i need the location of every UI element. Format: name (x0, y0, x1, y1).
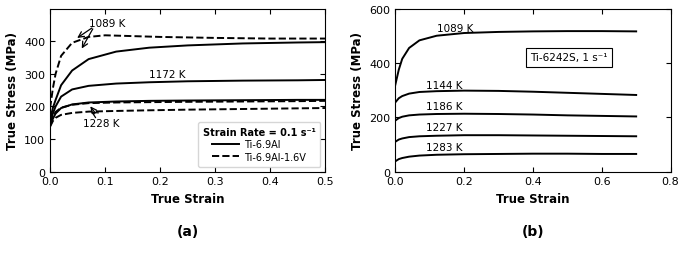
Text: 1089 K: 1089 K (436, 23, 473, 34)
Text: 1186 K: 1186 K (426, 101, 463, 111)
X-axis label: True Strain: True Strain (496, 192, 570, 205)
Text: 1172 K: 1172 K (149, 70, 186, 80)
Text: (a): (a) (177, 224, 199, 238)
Text: (b): (b) (522, 224, 545, 238)
Y-axis label: True Stress (MPa): True Stress (MPa) (5, 32, 18, 150)
Legend: Ti-6.9Al, Ti-6.9Al-1.6V: Ti-6.9Al, Ti-6.9Al-1.6V (198, 123, 321, 167)
Text: Ti-6242S, 1 s⁻¹: Ti-6242S, 1 s⁻¹ (530, 53, 608, 63)
Text: 1144 K: 1144 K (426, 81, 463, 91)
X-axis label: True Strain: True Strain (151, 192, 225, 205)
Text: 1228 K: 1228 K (83, 119, 120, 129)
Y-axis label: True Stress (MPa): True Stress (MPa) (351, 32, 364, 150)
Text: 1227 K: 1227 K (426, 123, 463, 133)
Text: 1283 K: 1283 K (426, 142, 463, 152)
Text: 1089 K: 1089 K (88, 19, 125, 29)
